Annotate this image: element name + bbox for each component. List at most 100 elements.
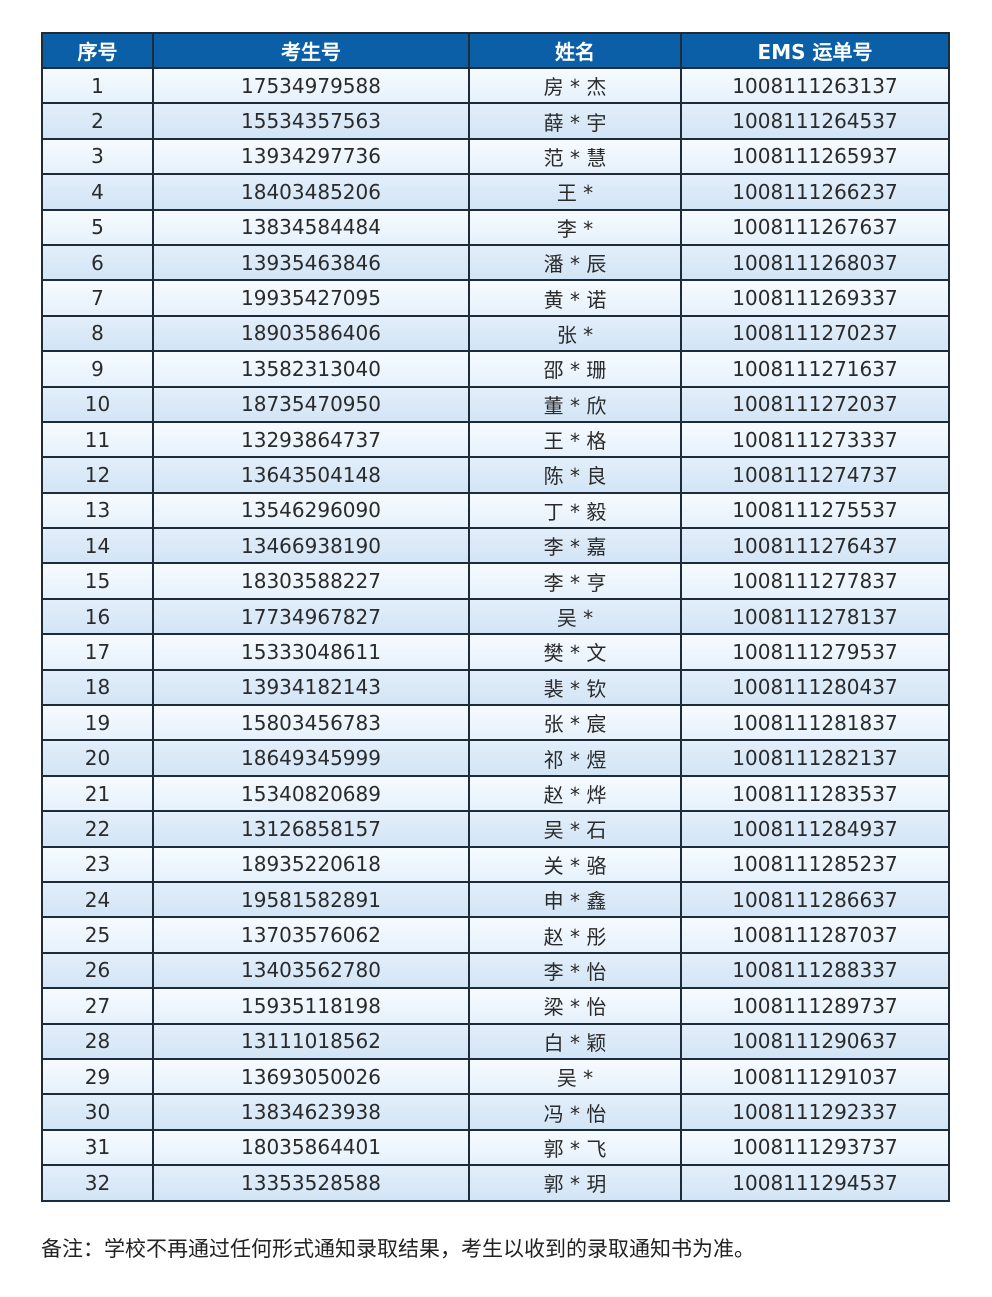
cell-index: 23 <box>41 845 154 883</box>
cell-name: 陈 * 良 <box>468 456 682 494</box>
cell-exam-number: 13834584484 <box>152 208 470 246</box>
cell-ems-number: 1008111277837 <box>680 562 950 600</box>
table-row: 9 13582313040 邵 * 珊 1008111271637 <box>41 350 950 388</box>
cell-name: 张 * <box>468 314 682 353</box>
cell-exam-number: 18035864401 <box>152 1128 470 1167</box>
cell-exam-number: 15935118198 <box>152 987 470 1025</box>
table-header-row: 序号 考生号 姓名 EMS 运单号 <box>41 32 950 69</box>
cell-index: 5 <box>41 208 154 246</box>
cell-index: 7 <box>41 279 154 317</box>
table-row: 30 13834623938 冯 * 怡 1008111292337 <box>41 1093 950 1131</box>
cell-ems-number: 1008111280437 <box>680 668 950 707</box>
header-index: 序号 <box>41 32 154 69</box>
cell-exam-number: 15534357563 <box>152 102 470 140</box>
table-row: 19 15803456783 张 * 宸 1008111281837 <box>41 704 950 742</box>
cell-exam-number: 13403562780 <box>152 951 470 990</box>
cell-ems-number: 1008111266237 <box>680 173 950 211</box>
table-row: 21 15340820689 赵 * 烨 1008111283537 <box>41 774 950 813</box>
cell-name: 房 * 杰 <box>468 66 682 105</box>
cell-name: 王 * 格 <box>468 420 682 459</box>
cell-index: 21 <box>41 774 154 813</box>
cell-index: 14 <box>41 527 154 565</box>
header-name: 姓名 <box>468 32 682 69</box>
cell-index: 17 <box>41 633 154 671</box>
cell-ems-number: 1008111289737 <box>680 987 950 1025</box>
cell-index: 24 <box>41 880 154 919</box>
table-row: 3 13934297736 范 * 慧 1008111265937 <box>41 137 950 176</box>
cell-ems-number: 1008111292337 <box>680 1093 950 1131</box>
cell-ems-number: 1008111291037 <box>680 1057 950 1096</box>
cell-ems-number: 1008111273337 <box>680 420 950 459</box>
cell-name: 赵 * 彤 <box>468 916 682 954</box>
cell-ems-number: 1008111264537 <box>680 102 950 140</box>
cell-index: 26 <box>41 951 154 990</box>
cell-name: 范 * 慧 <box>468 137 682 176</box>
cell-exam-number: 13546296090 <box>152 491 470 530</box>
table-row: 28 13111018562 白 * 颖 1008111290637 <box>41 1022 950 1060</box>
cell-name: 梁 * 怡 <box>468 987 682 1025</box>
table-row: 5 13834584484 李 * 1008111267637 <box>41 208 950 246</box>
cell-index: 3 <box>41 137 154 176</box>
cell-exam-number: 18303588227 <box>152 562 470 600</box>
cell-name: 郭 * 飞 <box>468 1128 682 1167</box>
cell-exam-number: 18649345999 <box>152 739 470 777</box>
cell-name: 李 * 怡 <box>468 951 682 990</box>
cell-name: 郭 * 玥 <box>468 1164 682 1202</box>
cell-index: 25 <box>41 916 154 954</box>
cell-ems-number: 1008111263137 <box>680 66 950 105</box>
cell-exam-number: 13126858157 <box>152 810 470 848</box>
cell-index: 10 <box>41 385 154 423</box>
table-row: 8 18903586406 张 * 1008111270237 <box>41 314 950 353</box>
cell-exam-number: 18935220618 <box>152 845 470 883</box>
cell-name: 董 * 欣 <box>468 385 682 423</box>
table-row: 16 17734967827 吴 * 1008111278137 <box>41 597 950 636</box>
cell-index: 6 <box>41 243 154 282</box>
cell-index: 22 <box>41 810 154 848</box>
cell-exam-number: 18735470950 <box>152 385 470 423</box>
cell-exam-number: 13466938190 <box>152 527 470 565</box>
cell-exam-number: 15340820689 <box>152 774 470 813</box>
cell-ems-number: 1008111265937 <box>680 137 950 176</box>
table-row: 1 17534979588 房 * 杰 1008111263137 <box>41 66 950 105</box>
table-row: 18 13934182143 裴 * 钦 1008111280437 <box>41 668 950 707</box>
cell-exam-number: 13353528588 <box>152 1164 470 1202</box>
cell-exam-number: 13934297736 <box>152 137 470 176</box>
cell-name: 薛 * 宇 <box>468 102 682 140</box>
table-row: 22 13126858157 吴 * 石 1008111284937 <box>41 810 950 848</box>
table-row: 13 13546296090 丁 * 毅 1008111275537 <box>41 491 950 530</box>
cell-index: 9 <box>41 350 154 388</box>
cell-name: 冯 * 怡 <box>468 1093 682 1131</box>
cell-exam-number: 13293864737 <box>152 420 470 459</box>
cell-exam-number: 17534979588 <box>152 66 470 105</box>
cell-name: 赵 * 烨 <box>468 774 682 813</box>
cell-name: 李 * 亨 <box>468 562 682 600</box>
cell-index: 1 <box>41 66 154 105</box>
cell-index: 12 <box>41 456 154 494</box>
table-row: 20 18649345999 祁 * 煜 1008111282137 <box>41 739 950 777</box>
cell-ems-number: 1008111278137 <box>680 597 950 636</box>
cell-ems-number: 1008111293737 <box>680 1128 950 1167</box>
cell-name: 吴 * 石 <box>468 810 682 848</box>
cell-exam-number: 13643504148 <box>152 456 470 494</box>
cell-ems-number: 1008111282137 <box>680 739 950 777</box>
table-row: 26 13403562780 李 * 怡 1008111288337 <box>41 951 950 990</box>
table-row: 17 15333048611 樊 * 文 1008111279537 <box>41 633 950 671</box>
cell-exam-number: 19935427095 <box>152 279 470 317</box>
table-row: 7 19935427095 黄 * 诺 1008111269337 <box>41 279 950 317</box>
table-row: 12 13643504148 陈 * 良 1008111274737 <box>41 456 950 494</box>
cell-ems-number: 1008111283537 <box>680 774 950 813</box>
cell-index: 4 <box>41 173 154 211</box>
cell-index: 27 <box>41 987 154 1025</box>
cell-index: 2 <box>41 102 154 140</box>
cell-index: 16 <box>41 597 154 636</box>
cell-exam-number: 18903586406 <box>152 314 470 353</box>
cell-name: 张 * 宸 <box>468 704 682 742</box>
cell-ems-number: 1008111287037 <box>680 916 950 954</box>
cell-exam-number: 15333048611 <box>152 633 470 671</box>
table-body: 1 17534979588 房 * 杰 1008111263137 2 155343575… <box>41 66 950 1202</box>
cell-index: 31 <box>41 1128 154 1167</box>
cell-ems-number: 1008111284937 <box>680 810 950 848</box>
cell-ems-number: 1008111281837 <box>680 704 950 742</box>
table-row: 25 13703576062 赵 * 彤 1008111287037 <box>41 916 950 954</box>
cell-ems-number: 1008111294537 <box>680 1164 950 1202</box>
